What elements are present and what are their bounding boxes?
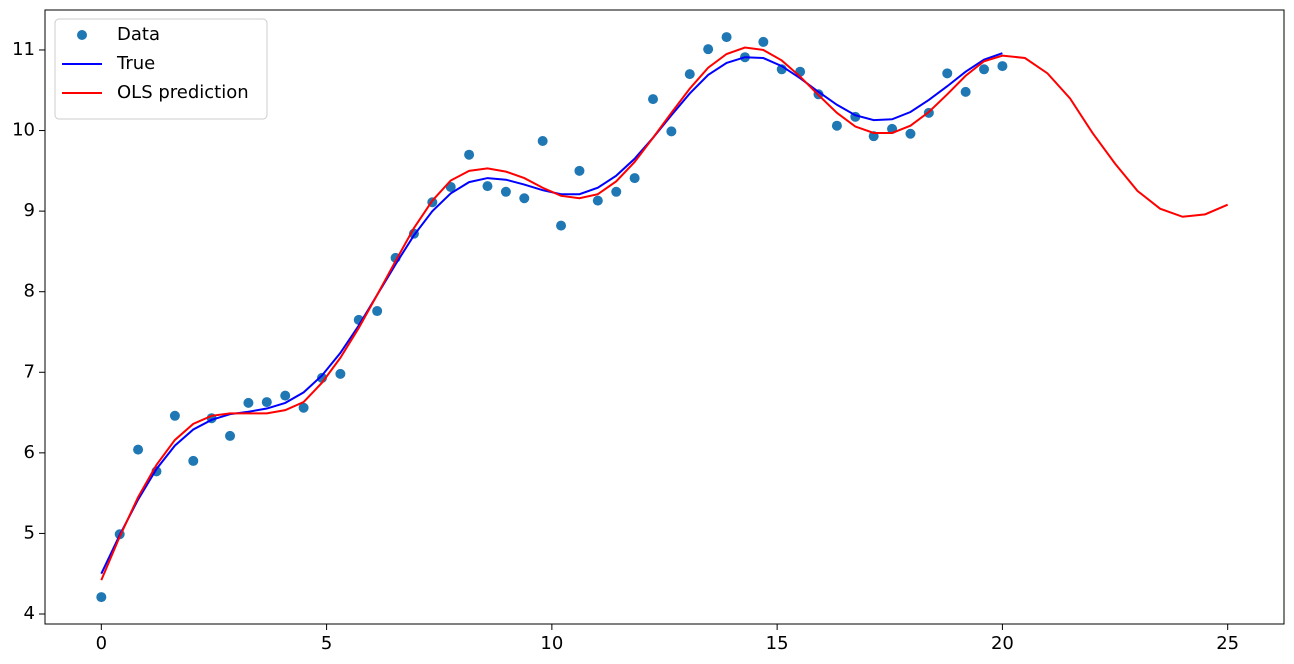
data-point — [464, 149, 475, 160]
data-point — [942, 68, 953, 79]
legend: Data True OLS prediction — [54, 18, 268, 120]
series-line — [100, 46, 1229, 581]
legend-marker — [77, 30, 87, 40]
data-point — [537, 136, 548, 147]
data-point — [500, 186, 511, 197]
data-point — [684, 69, 695, 80]
x-tick-label: 20 — [991, 633, 1014, 654]
data-point — [372, 306, 383, 317]
data-point — [666, 126, 677, 137]
data-point — [133, 444, 144, 455]
data-point — [280, 390, 291, 401]
data-point — [703, 44, 714, 55]
data-point — [721, 32, 732, 43]
data-point — [298, 402, 309, 413]
x-tick-label: 15 — [766, 633, 789, 654]
data-point — [519, 193, 530, 204]
data-point — [648, 94, 659, 105]
axes-frame — [44, 9, 1285, 625]
data-point — [335, 368, 346, 379]
data-point — [629, 173, 640, 184]
data-point — [482, 181, 493, 192]
data-point — [960, 86, 971, 97]
y-tick-label: 4 — [24, 603, 35, 624]
x-tick-label: 0 — [96, 633, 107, 654]
data-point — [611, 186, 622, 197]
data-point — [243, 397, 254, 408]
y-tick-label: 7 — [24, 361, 35, 382]
data-point — [758, 36, 769, 47]
data-point — [831, 120, 842, 131]
data-point — [979, 64, 990, 75]
data-point — [556, 220, 567, 231]
x-tick-label: 10 — [540, 633, 563, 654]
y-tick-label: 6 — [24, 442, 35, 463]
y-tick-label: 8 — [24, 281, 35, 302]
y-tick-label: 10 — [12, 120, 35, 141]
data-point — [592, 195, 603, 206]
x-tick-label: 5 — [321, 633, 332, 654]
y-tick-label: 11 — [12, 39, 35, 60]
x-tick-label: 25 — [1216, 633, 1239, 654]
legend-box — [54, 18, 268, 120]
data-point — [574, 165, 585, 176]
data-point — [997, 61, 1008, 72]
data-point — [188, 455, 199, 466]
data-point — [225, 430, 236, 441]
legend-label: OLS prediction — [117, 82, 249, 103]
data-point — [96, 592, 107, 603]
data-point — [905, 128, 916, 139]
legend-label: Data — [117, 24, 160, 45]
y-tick-label: 9 — [24, 200, 35, 221]
y-tick-label: 5 — [24, 522, 35, 543]
data-point — [169, 410, 180, 421]
legend-label: True — [116, 53, 155, 74]
data-point — [261, 397, 272, 408]
